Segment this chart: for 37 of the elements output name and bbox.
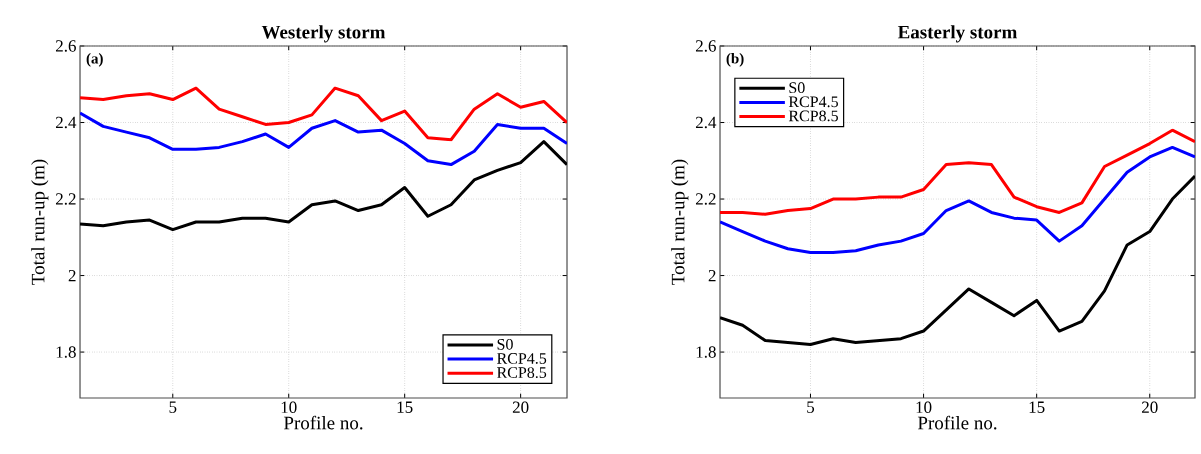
line-series xyxy=(80,140,568,232)
x-tick-label: 10 xyxy=(916,401,932,413)
x-axis-title: Profile no. xyxy=(283,415,363,430)
x-tick-label: 20 xyxy=(1142,401,1158,413)
y-axis-title: Total run-up (m) xyxy=(671,159,689,285)
y-tick-label: 2.4 xyxy=(55,116,77,129)
line-series xyxy=(80,111,568,167)
x-tick-label: 15 xyxy=(397,401,413,413)
x-tick-label: 5 xyxy=(807,401,815,413)
legend-label: RCP4.5 xyxy=(497,353,547,364)
y-tick-label: 1.8 xyxy=(696,346,716,358)
y-tick-label: 2 xyxy=(68,269,76,282)
legend-label: RCP8.5 xyxy=(788,110,838,122)
legend-label: RCP8.5 xyxy=(497,367,547,379)
y-tick-label: 1.8 xyxy=(56,346,76,358)
line-series xyxy=(720,145,1195,255)
annotation: (a) xyxy=(86,53,103,67)
y-tick-label: 2 xyxy=(708,269,716,282)
legend-label: S0 xyxy=(789,82,805,94)
x-tick-label: 20 xyxy=(512,401,529,413)
y-tick-label: 2.2 xyxy=(695,193,716,205)
y-tick-label: 2.2 xyxy=(55,193,76,205)
line-series xyxy=(720,128,1195,216)
chart-title: Westerly storm xyxy=(261,25,386,43)
annotation: (b) xyxy=(726,53,744,67)
x-tick-label: 15 xyxy=(1029,401,1045,413)
x-tick-label: 10 xyxy=(281,401,297,413)
y-axis-title: Total run-up (m) xyxy=(31,159,49,285)
y-tick-label: 2.6 xyxy=(55,40,76,52)
chart-title: Easterly storm xyxy=(897,25,1018,43)
legend-label: S0 xyxy=(497,338,513,350)
y-tick-label: 2.4 xyxy=(695,116,717,129)
y-tick-label: 2.6 xyxy=(695,40,716,52)
x-tick-label: 5 xyxy=(169,401,177,413)
line-series xyxy=(80,86,568,142)
legend-label: RCP4.5 xyxy=(788,96,838,108)
x-axis-title: Profile no. xyxy=(917,415,997,430)
